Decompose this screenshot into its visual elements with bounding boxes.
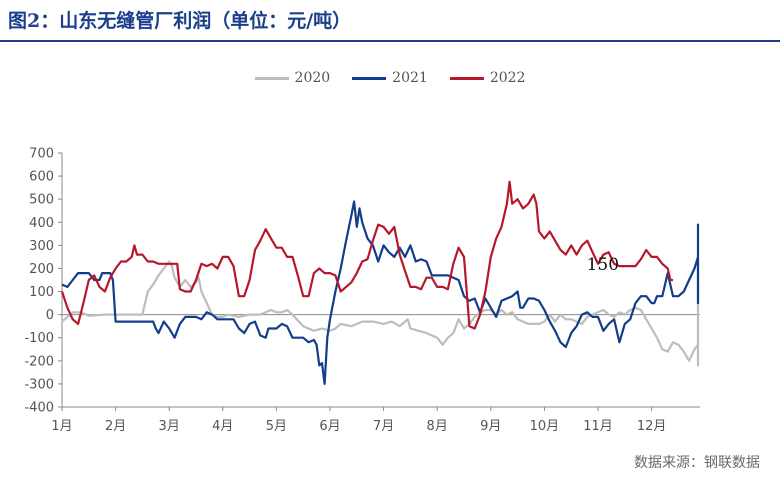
legend-label-2020: 2020 xyxy=(294,70,331,86)
chart-title: 图2：山东无缝管厂利润（单位：元/吨） xyxy=(8,10,352,32)
y-tick-label: -200 xyxy=(24,354,54,369)
x-tick-label: 9月 xyxy=(480,419,501,434)
x-tick-label: 12月 xyxy=(637,419,667,434)
legend-item-2020: 2020 xyxy=(254,70,331,86)
series-line-2020 xyxy=(61,260,700,367)
legend-item-2022: 2022 xyxy=(449,70,526,86)
legend-swatch-2020 xyxy=(254,76,289,80)
y-tick-label: 600 xyxy=(29,170,54,185)
x-tick-label: 6月 xyxy=(319,419,340,434)
y-tick-label: -300 xyxy=(24,377,54,392)
y-tick-label: 100 xyxy=(29,285,54,300)
x-tick-label: 7月 xyxy=(373,419,394,434)
chart-legend: 2020 2021 2022 xyxy=(0,70,780,86)
y-tick-label: 400 xyxy=(29,216,54,231)
x-tick-label: 10月 xyxy=(530,419,560,434)
y-tick-label: 300 xyxy=(29,239,54,254)
x-tick-label: 4月 xyxy=(212,419,233,434)
y-tick-label: 500 xyxy=(29,193,54,208)
y-tick-label: 700 xyxy=(29,147,54,162)
title-divider xyxy=(0,40,780,42)
x-tick-label: 8月 xyxy=(427,419,448,434)
y-tick-label: 0 xyxy=(46,308,54,323)
legend-label-2021: 2021 xyxy=(392,70,428,86)
series-line-2021 xyxy=(61,200,700,385)
data-source: 数据来源：钢联数据 xyxy=(634,455,760,471)
x-tick-label: 2月 xyxy=(105,419,126,434)
series-line-2022 xyxy=(60,180,673,330)
x-tick-label: 3月 xyxy=(159,419,180,434)
end-value-annotation: 150 xyxy=(587,255,619,275)
legend-swatch-2022 xyxy=(449,76,484,80)
x-tick-label: 11月 xyxy=(583,419,613,434)
y-tick-label: 200 xyxy=(29,262,54,277)
x-tick-label: 1月 xyxy=(51,419,72,434)
legend-item-2021: 2021 xyxy=(352,70,428,86)
legend-swatch-2021 xyxy=(352,76,387,80)
legend-label-2022: 2022 xyxy=(489,70,526,86)
y-tick-label: -400 xyxy=(24,401,54,416)
y-tick-label: -100 xyxy=(24,331,54,346)
x-tick-label: 5月 xyxy=(266,419,287,434)
